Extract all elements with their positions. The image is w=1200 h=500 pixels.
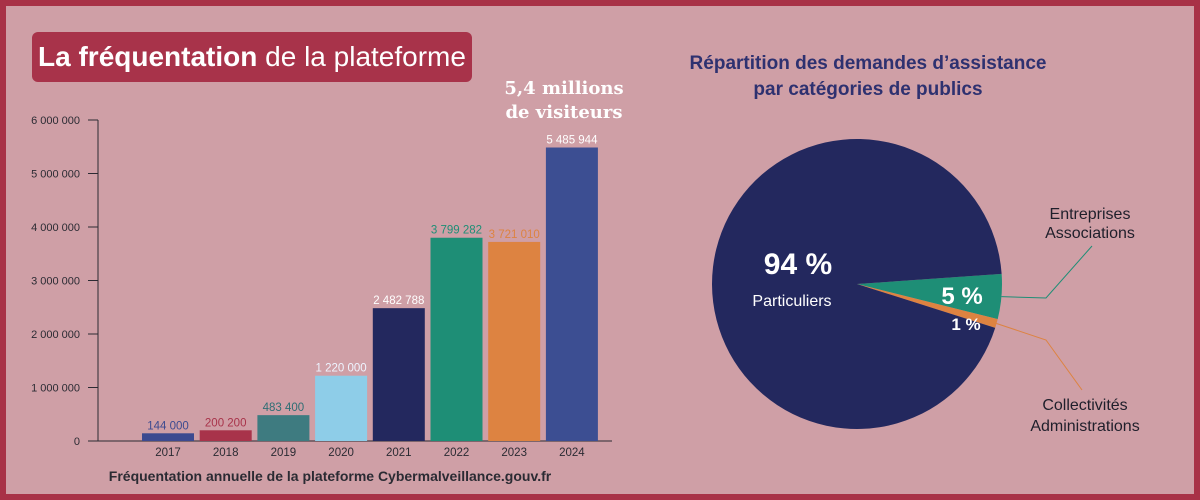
bar-chart-caption: Fréquentation annuelle de la plateforme … xyxy=(109,468,552,484)
bar-value-label: 5 485 944 xyxy=(546,135,598,147)
y-tick-label: 2 000 000 xyxy=(31,329,80,341)
bar-2020 xyxy=(315,375,368,441)
pie-label-collectivites-percent: 1 % xyxy=(951,315,980,334)
bar-2024 xyxy=(545,147,598,441)
pie-slice-entreprises xyxy=(857,273,1002,320)
bar-2018 xyxy=(199,430,252,441)
bar-value-label: 144 000 xyxy=(147,420,189,432)
pie-callout-line-collectivites xyxy=(996,323,1083,391)
pie-callout-line-entreprises xyxy=(1001,245,1093,299)
bar-chart: 0 1 000 000 2 000 000 3 000 000 4 000 000 5 0… xyxy=(31,115,612,459)
bar-2023 xyxy=(488,241,541,441)
y-tick-label: 0 xyxy=(74,436,80,448)
y-tick-label: 4 000 000 xyxy=(31,222,80,234)
pie-chart: 94 % Particuliers 5 % 1 % xyxy=(712,138,1093,430)
x-tick-label: 2019 xyxy=(271,447,297,459)
pie-callout-collectivites-line1: Collectivités xyxy=(1042,397,1127,414)
bar-2021 xyxy=(372,308,425,441)
bar-value-label: 200 200 xyxy=(205,417,247,429)
pie-label-particuliers-name: Particuliers xyxy=(752,293,831,310)
bar-value-label: 2 482 788 xyxy=(373,295,424,307)
pie-callout-collectivites-line2: Administrations xyxy=(1030,418,1139,435)
y-tick-label: 3 000 000 xyxy=(31,276,80,288)
bar-value-label: 1 220 000 xyxy=(316,363,367,375)
x-tick-label: 2023 xyxy=(501,447,527,459)
bar-2017 xyxy=(142,433,194,441)
page-title: La fréquentation de la plateforme xyxy=(32,32,472,82)
bar-chart-highlight-line1: 5,4 millions xyxy=(504,78,623,99)
y-tick-label: 1 000 000 xyxy=(31,383,80,395)
x-tick-label: 2017 xyxy=(155,447,181,459)
x-tick-label: 2020 xyxy=(328,447,354,459)
bar-value-label: 3 721 010 xyxy=(489,229,540,241)
pie-callout-entreprises-line2: Associations xyxy=(1045,225,1135,242)
pie-label-entreprises-percent: 5 % xyxy=(941,283,982,310)
bar-value-label: 3 799 282 xyxy=(431,225,482,237)
page-title-rest: de la plateforme xyxy=(265,41,466,72)
pie-callout-entreprises-line1: Entreprises xyxy=(1050,206,1131,223)
x-tick-label: 2022 xyxy=(444,447,470,459)
y-tick-label: 6 000 000 xyxy=(31,115,80,127)
bar-chart-highlight-line2: de visiteurs xyxy=(505,102,622,123)
y-tick-label: 5 000 000 xyxy=(31,169,80,181)
pie-label-particuliers-percent: 94 % xyxy=(764,248,832,281)
page-title-bold: La fréquentation xyxy=(38,41,258,72)
bar-value-label: 483 400 xyxy=(263,402,305,414)
pie-slice-particuliers xyxy=(712,138,1002,430)
pie-slice-collectivites xyxy=(857,284,998,328)
x-tick-label: 2021 xyxy=(386,447,412,459)
x-tick-label: 2024 xyxy=(559,447,585,459)
x-tick-label: 2018 xyxy=(213,447,239,459)
pie-chart-title-line2: par catégories de publics xyxy=(753,79,982,100)
pie-chart-title-line1: Répartition des demandes d’assistance xyxy=(690,53,1047,74)
bar-2019 xyxy=(257,415,310,441)
bar-2022 xyxy=(430,237,483,441)
